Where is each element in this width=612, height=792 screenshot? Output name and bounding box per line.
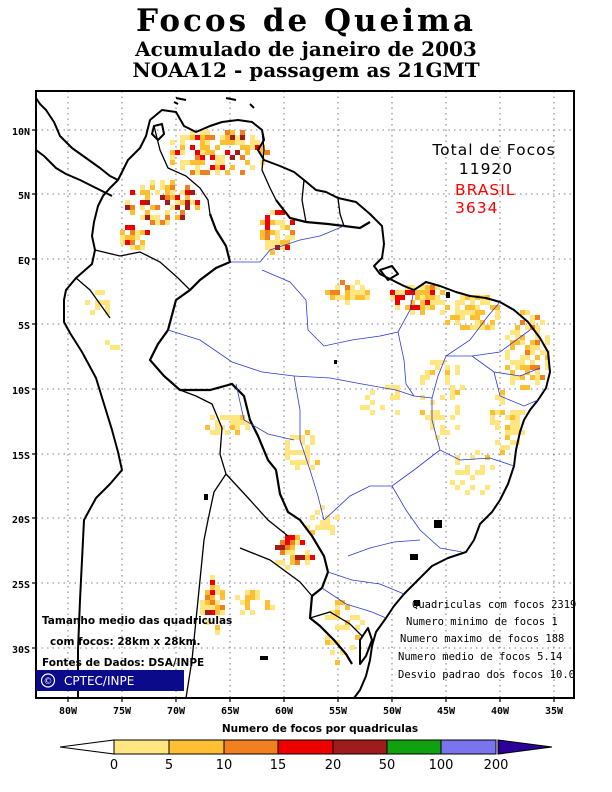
inland-water-bodies bbox=[204, 292, 450, 660]
border-suriname-fguiana bbox=[337, 197, 345, 227]
border-colombia-venezuela bbox=[153, 125, 211, 215]
total-label: Total de Focos bbox=[431, 141, 555, 159]
border-venezuela-guyana bbox=[261, 129, 277, 201]
copyright-icon bbox=[40, 673, 56, 688]
border-chile-argentina bbox=[185, 539, 205, 699]
color-legend: Numero de focos por quadriculas 0 5 10 1… bbox=[59, 723, 553, 773]
brasil-label: BRASIL bbox=[455, 181, 515, 199]
lon-label: 70W bbox=[167, 706, 186, 717]
lat-label: 10S bbox=[12, 386, 30, 397]
source-notes: Tamanho medio das quadriculas com focos:… bbox=[42, 615, 232, 669]
brasil-count: 3634 bbox=[455, 199, 498, 217]
longitude-labels: 80W 75W 70W 65W 60W 55W 50W 45W 40W 35W bbox=[59, 706, 564, 717]
lagoa-dos-patos bbox=[359, 627, 373, 665]
total-count: 11920 bbox=[459, 160, 513, 178]
legend-lower-arrow bbox=[59, 739, 115, 755]
legend-color-box bbox=[440, 739, 497, 755]
lat-label: 5S bbox=[18, 321, 30, 332]
legend-tick: 50 bbox=[379, 758, 396, 773]
legend-upper-arrow bbox=[497, 739, 553, 755]
copyright-symbol: © bbox=[44, 677, 53, 687]
lon-label: 80W bbox=[59, 706, 78, 717]
badge-text: CPTEC/INPE bbox=[64, 674, 134, 688]
lon-label: 75W bbox=[113, 706, 132, 717]
central-america-coast-north bbox=[35, 97, 119, 181]
stat-line: Desvio padrao dos focos 10.0 bbox=[398, 669, 575, 681]
legend-color-box bbox=[386, 739, 442, 755]
lon-label: 50W bbox=[383, 706, 402, 717]
legend-tick: 5 bbox=[165, 758, 173, 773]
stat-line: Numero maximo de focos 188 bbox=[400, 633, 564, 645]
south-america-coast bbox=[63, 109, 551, 699]
note-data-source: Fontes de Dados: DSA/INPE bbox=[42, 657, 204, 669]
legend-color-box bbox=[223, 739, 279, 755]
legend-color-box bbox=[168, 739, 225, 755]
map-title: Focos de Queima bbox=[136, 3, 476, 39]
fire-pixels bbox=[85, 130, 550, 665]
border-ecuador-peru bbox=[75, 277, 111, 319]
lon-label: 65W bbox=[221, 706, 240, 717]
legend-tick: 0 bbox=[110, 758, 118, 773]
lon-label: 35W bbox=[545, 706, 564, 717]
border-bolivia-paraguay bbox=[225, 473, 289, 537]
legend-color-box bbox=[277, 739, 334, 755]
coastline bbox=[35, 97, 551, 699]
lake-maracaibo bbox=[151, 123, 165, 141]
border-peru-bolivia bbox=[179, 389, 227, 475]
brazil-border bbox=[148, 199, 371, 665]
border-guyana-suriname bbox=[301, 179, 307, 223]
stat-line: Numero medio de focos 5.14 bbox=[398, 651, 562, 663]
border-bolivia-chile bbox=[203, 473, 227, 541]
lat-label: 20S bbox=[12, 515, 30, 526]
country-borders bbox=[75, 125, 363, 699]
lat-label: 25S bbox=[12, 580, 30, 591]
lat-label: 10N bbox=[12, 127, 30, 138]
badge-background bbox=[36, 670, 184, 691]
lon-label: 60W bbox=[275, 706, 294, 717]
border-colombia-peru bbox=[94, 249, 191, 291]
statistics-panel: Quadriculas com focos 2319 Numero minimo… bbox=[398, 599, 576, 681]
stat-line: Quadriculas com focos 2319 bbox=[412, 599, 576, 611]
legend-title: Numero de focos por quadriculas bbox=[222, 723, 418, 735]
lat-label: 30S bbox=[12, 645, 30, 656]
cptec-badge: © CPTEC/INPE bbox=[36, 670, 184, 691]
lat-label: EQ bbox=[18, 256, 30, 267]
lon-label: 55W bbox=[329, 706, 348, 717]
stat-line: Numero minimo de focos 1 bbox=[406, 616, 558, 628]
legend-tick: 20 bbox=[325, 758, 342, 773]
map-frame bbox=[35, 90, 575, 699]
latitude-labels: 10N 5N EQ 5S 10S 15S 20S 25S 30S bbox=[12, 127, 30, 656]
lat-label: 15S bbox=[12, 451, 30, 462]
legend-tick-labels: 0 5 10 15 20 50 100 200 bbox=[110, 758, 509, 773]
legend-color-boxes bbox=[113, 739, 497, 755]
map-satellite-info: NOAA12 - passagem as 21GMT bbox=[132, 58, 480, 82]
marajo-island bbox=[379, 265, 399, 281]
note-grid-dimensions: com focos: 28km x 28km. bbox=[50, 636, 201, 648]
central-america-coast bbox=[35, 149, 113, 197]
border-argentina-paraguay bbox=[239, 547, 313, 597]
legend-color-box bbox=[113, 739, 170, 755]
map-subtitle: Acumulado de janeiro de 2003 bbox=[135, 37, 477, 61]
legend-color-box bbox=[332, 739, 388, 755]
legend-tick: 200 bbox=[484, 758, 509, 773]
caribbean-islands bbox=[173, 97, 255, 109]
lon-label: 40W bbox=[491, 706, 510, 717]
title-block: Focos de Queima Acumulado de janeiro de … bbox=[0, 3, 612, 82]
totals-panel: Total de Focos 11920 BRASIL 3634 bbox=[431, 141, 555, 217]
note-grid-size: Tamanho medio das quadriculas bbox=[42, 615, 232, 627]
legend-tick: 15 bbox=[270, 758, 287, 773]
lon-label: 45W bbox=[437, 706, 456, 717]
legend-tick: 10 bbox=[216, 758, 233, 773]
map-background bbox=[36, 91, 574, 698]
border-uruguay bbox=[309, 611, 363, 637]
state-borders bbox=[167, 225, 541, 619]
legend-tick: 100 bbox=[429, 758, 454, 773]
lat-label: 5N bbox=[18, 191, 30, 202]
